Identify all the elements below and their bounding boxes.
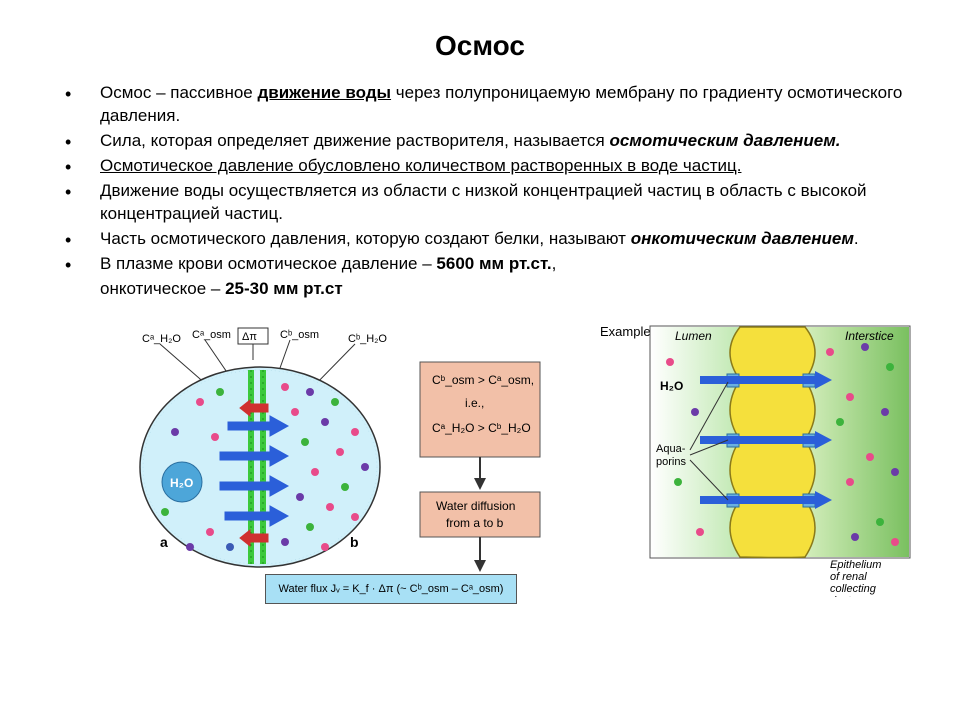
text-emphasis: онкотическим давлением	[631, 229, 854, 248]
mid-line1: Cᵇ_osm > Cᵃ_osm,	[432, 373, 534, 387]
text-emphasis: 25-30 мм рт.ст	[225, 279, 343, 298]
mid-line2: i.e.,	[465, 396, 484, 410]
text-emphasis: Осмотическое давление обусловлено количе…	[100, 156, 741, 175]
porins-label: porins	[656, 456, 686, 468]
text: онкотическое –	[100, 279, 225, 298]
h2o-label: H₂O	[170, 476, 193, 490]
cap1: Epithelium	[830, 559, 881, 571]
text: .	[854, 229, 859, 248]
text: Сила, которая определяет движение раство…	[100, 131, 609, 150]
bullet-6: В плазме крови осмотическое давление – 5…	[60, 253, 920, 276]
middle-box: Cᵇ_osm > Cᵃ_osm, i.e., Cᵃ_H₂O > Cᵇ_H₂O W…	[410, 352, 590, 597]
bullet-4: Движение воды осуществляется из области …	[60, 180, 920, 226]
bullet-5: Часть осмотического давления, которую со…	[60, 228, 920, 251]
label-b: b	[350, 534, 359, 550]
cap4: duct	[830, 595, 852, 597]
slide-title: Осмос	[40, 30, 920, 62]
text: Часть осмотического давления, которую со…	[100, 229, 631, 248]
cell-diagram: Cᵃ_H₂O Cᵃ_osm Cᵇ_osm Cᵇ_H₂O Δπ	[120, 322, 400, 587]
cap2: of renal	[830, 571, 867, 583]
text: В плазме крови осмотическое давление –	[100, 254, 436, 273]
text: ,	[552, 254, 557, 273]
mid-line4: Water diffusion	[436, 499, 515, 513]
bullet-2: Сила, которая определяет движение раство…	[60, 130, 920, 153]
h2o-label-r: H₂O	[660, 379, 683, 393]
aqua-label: Aqua-	[656, 443, 686, 455]
equation-box: Water flux Jᵥ = K_f · Δπ (~ Cᵇ_osm – Cᵃ_…	[265, 574, 517, 604]
mid-line5: from a to b	[446, 516, 504, 530]
label-cosmb: Cᵇ_osm	[280, 329, 319, 341]
final-line: онкотическое – 25-30 мм рт.ст	[100, 278, 920, 301]
bullet-3: Осмотическое давление обусловлено количе…	[60, 155, 920, 178]
diagram-area: Cᵃ_H₂O Cᵃ_osm Cᵇ_osm Cᵇ_H₂O Δπ	[40, 312, 920, 612]
label-ch2oa: Cᵃ_H₂O	[142, 333, 181, 345]
text-emphasis: 5600 мм рт.ст.	[436, 254, 551, 273]
example-label: Example	[600, 324, 651, 339]
bullet-list: Осмос – пассивное движение воды через по…	[60, 82, 920, 276]
lumen-label: Lumen	[675, 329, 712, 343]
text-emphasis: осмотическим давлением.	[609, 131, 840, 150]
text-emphasis: движение воды	[257, 83, 391, 102]
interstice-label: Interstice	[845, 329, 894, 343]
bullet-1: Осмос – пассивное движение воды через по…	[60, 82, 920, 128]
slide: Осмос Осмос – пассивное движение воды че…	[0, 0, 960, 632]
label-delta-pi: Δπ	[242, 331, 257, 343]
cap3: collecting	[830, 583, 877, 595]
mid-line3: Cᵃ_H₂O > Cᵇ_H₂O	[432, 421, 531, 435]
text: Осмос – пассивное	[100, 83, 257, 102]
epithelium-diagram: Example	[600, 322, 920, 602]
label-cosma: Cᵃ_osm	[192, 329, 231, 341]
label-ch2ob: Cᵇ_H₂O	[348, 333, 387, 345]
label-a: a	[160, 534, 168, 550]
